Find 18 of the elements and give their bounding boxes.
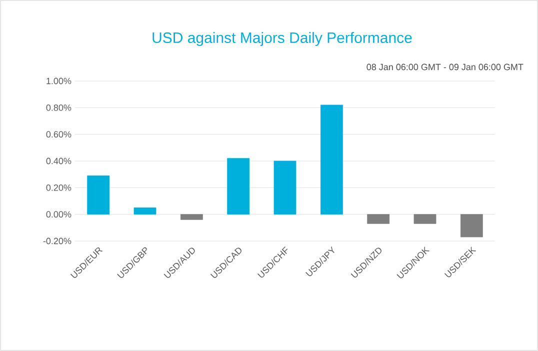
bar — [134, 207, 156, 215]
y-tick-label: 0.20% — [46, 184, 72, 191]
bar — [180, 214, 203, 220]
chart-title: USD against Majors Daily Performance — [152, 32, 412, 46]
bar — [274, 160, 296, 215]
y-tick-label: -0.20% — [43, 238, 72, 244]
bar — [414, 214, 436, 224]
y-tick-label: 0.80% — [46, 104, 72, 111]
bar — [460, 214, 483, 238]
y-tick-label: 1.00% — [46, 78, 72, 84]
y-tick-label: 0.40% — [46, 158, 72, 164]
bar — [87, 175, 110, 215]
bar — [367, 214, 390, 224]
y-tick-label: 0.00% — [46, 211, 72, 218]
bar — [320, 104, 343, 215]
chart-subtitle: 08 Jan 06:00 GMT - 09 Jan 06:00 GMT — [366, 64, 524, 70]
bar — [227, 158, 250, 215]
y-tick-label: 0.60% — [46, 131, 72, 138]
